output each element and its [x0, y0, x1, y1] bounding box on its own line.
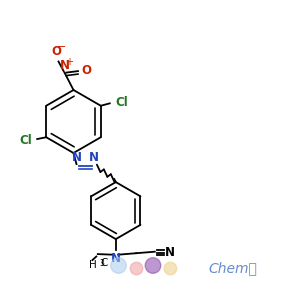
Text: 3: 3	[99, 260, 104, 268]
Text: −: −	[57, 43, 66, 52]
Text: N: N	[89, 152, 99, 164]
Text: N: N	[71, 152, 82, 164]
Text: N: N	[165, 246, 175, 259]
Text: O: O	[81, 64, 91, 77]
Circle shape	[130, 262, 143, 275]
Text: N: N	[111, 252, 121, 265]
Text: N: N	[59, 59, 70, 72]
Text: C: C	[101, 258, 108, 268]
Text: Cl: Cl	[19, 134, 32, 147]
Circle shape	[145, 258, 161, 273]
Text: H: H	[88, 260, 96, 269]
Text: O: O	[51, 45, 61, 58]
Circle shape	[164, 262, 177, 275]
Text: Chem图: Chem图	[208, 262, 257, 275]
Circle shape	[111, 258, 126, 273]
Text: Cl: Cl	[115, 96, 128, 109]
Text: +: +	[65, 57, 73, 67]
